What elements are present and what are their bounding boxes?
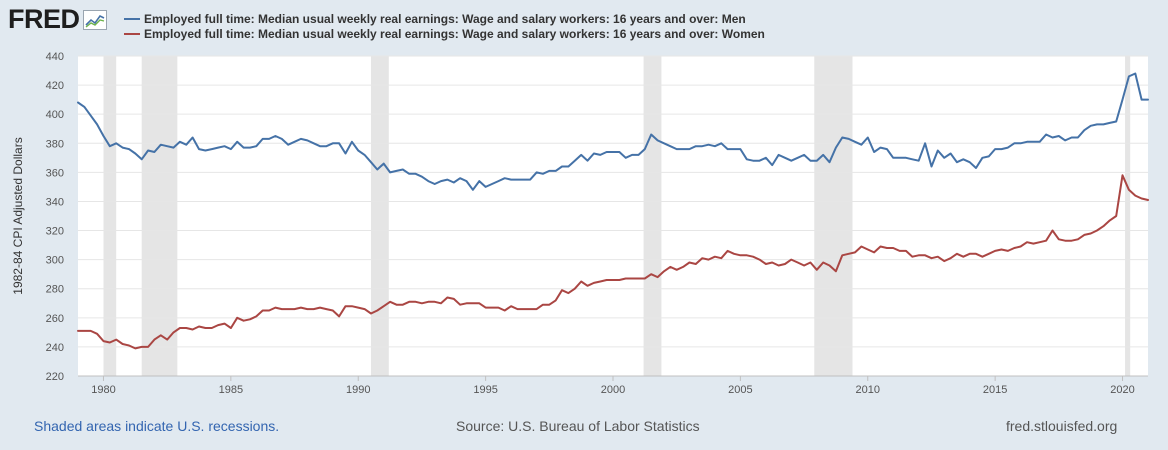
x-tick-label: 1980 <box>91 384 115 396</box>
recession-band-4 <box>814 56 853 376</box>
x-tick-label: 2010 <box>856 384 880 396</box>
chart-legend: Employed full time: Median usual weekly … <box>124 11 765 41</box>
recession-band-3 <box>643 56 662 376</box>
plot-area <box>78 56 1148 376</box>
legend-label-men: Employed full time: Median usual weekly … <box>144 11 746 26</box>
y-axis-title: 1982-84 CPI Adjusted Dollars <box>11 137 25 294</box>
x-tick-label: 1995 <box>473 384 497 396</box>
chart-header: FRED Employed full time: Median usual we… <box>0 0 1168 44</box>
recession-band-5 <box>1125 56 1131 376</box>
legend-item-women[interactable]: Employed full time: Median usual weekly … <box>124 26 765 41</box>
series-line-women[interactable] <box>77 174 1149 350</box>
fred-logo[interactable]: FRED <box>8 6 107 33</box>
legend-swatch-men <box>124 17 140 20</box>
legend-item-men[interactable]: Employed full time: Median usual weekly … <box>124 11 765 26</box>
y-tick-label: 420 <box>46 80 64 92</box>
x-tick-label: 2015 <box>983 384 1007 396</box>
y-tick-label: 280 <box>46 284 64 296</box>
x-tick-label: 2000 <box>601 384 625 396</box>
recession-bands <box>103 56 1131 376</box>
line-chart[interactable]: 1980 1985 1990 1995 2000 2005 2010 2015 2020 220… <box>0 44 1168 410</box>
x-axis: 1980 1985 1990 1995 2000 2005 2010 2015 2020 <box>78 375 1148 396</box>
y-tick-label: 340 <box>46 196 64 208</box>
site-link[interactable]: fred.stlouisfed.org <box>1006 418 1118 434</box>
legend-swatch-women <box>124 32 140 35</box>
recession-band-0 <box>103 56 117 376</box>
x-tick-label: 2020 <box>1110 384 1134 396</box>
x-tick-label: 2005 <box>728 384 752 396</box>
legend-label-women: Employed full time: Median usual weekly … <box>144 26 765 41</box>
chart-line-icon <box>82 9 107 30</box>
y-axis: 220 240 260 280 300 320 340 360 380 400 420 440 <box>46 51 64 383</box>
y-tick-label: 240 <box>46 342 64 354</box>
y-tick-label: 400 <box>46 109 64 121</box>
logo-text: FRED <box>8 4 80 34</box>
x-tick-label: 1985 <box>219 384 243 396</box>
y-tick-label: 440 <box>46 51 64 63</box>
recessions-note-link[interactable]: Shaded areas indicate U.S. recessions. <box>34 418 280 434</box>
y-tick-label: 380 <box>46 138 64 150</box>
recession-band-2 <box>370 56 389 376</box>
grid-lines <box>78 55 1148 377</box>
series-line-men[interactable] <box>77 72 1149 191</box>
series-lines <box>77 72 1149 350</box>
y-tick-label: 220 <box>46 371 64 383</box>
source-note: Source: U.S. Bureau of Labor Statistics <box>456 418 700 434</box>
recession-band-1 <box>141 56 178 376</box>
y-tick-label: 360 <box>46 167 64 179</box>
y-tick-label: 320 <box>46 226 64 238</box>
y-tick-label: 260 <box>46 313 64 325</box>
x-tick-label: 1990 <box>346 384 370 396</box>
y-tick-label: 300 <box>46 255 64 267</box>
